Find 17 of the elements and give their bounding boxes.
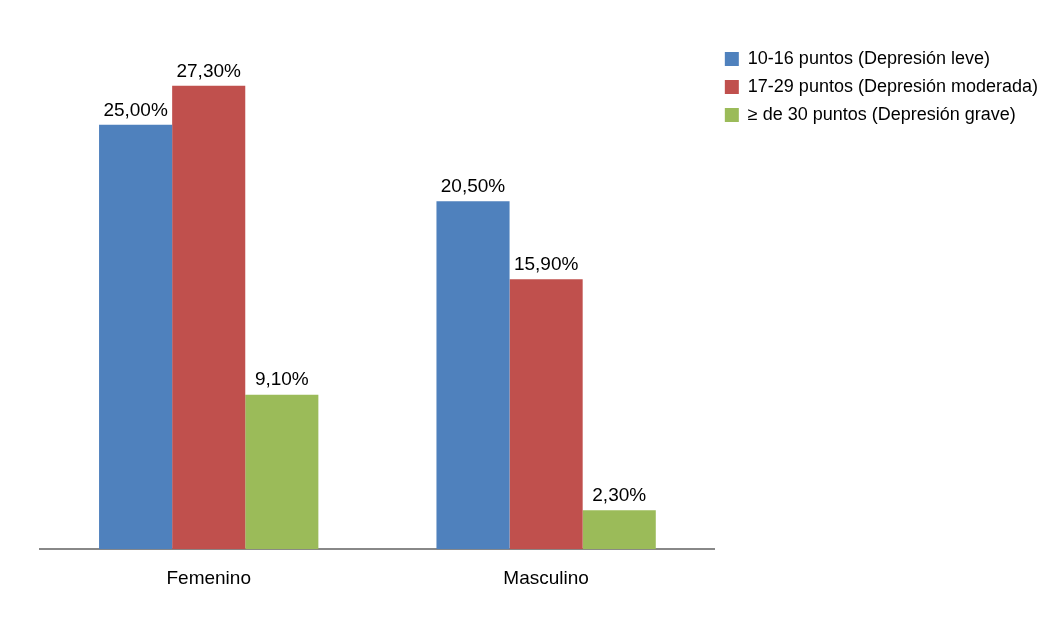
data-label: 15,90% xyxy=(513,253,579,275)
legend-label: 17-29 puntos (Depresión moderada) xyxy=(747,75,1038,96)
x-tick-label: Femenino xyxy=(166,566,251,588)
legend-label: 10-16 puntos (Depresión leve) xyxy=(747,47,990,68)
bar xyxy=(436,201,510,550)
bar xyxy=(582,510,656,550)
bar xyxy=(172,85,246,550)
bar xyxy=(509,279,583,550)
data-label: 25,00% xyxy=(103,98,168,120)
data-label: 2,30% xyxy=(592,483,647,505)
legend-label: ≥ de 30 puntos (Depresión grave) xyxy=(747,103,1016,124)
data-label: 20,50% xyxy=(440,174,506,196)
data-label: 27,30% xyxy=(176,59,242,81)
bar xyxy=(245,394,319,550)
bar xyxy=(99,124,173,550)
x-tick-label: Masculino xyxy=(503,566,589,588)
data-label: 9,10% xyxy=(254,368,309,390)
